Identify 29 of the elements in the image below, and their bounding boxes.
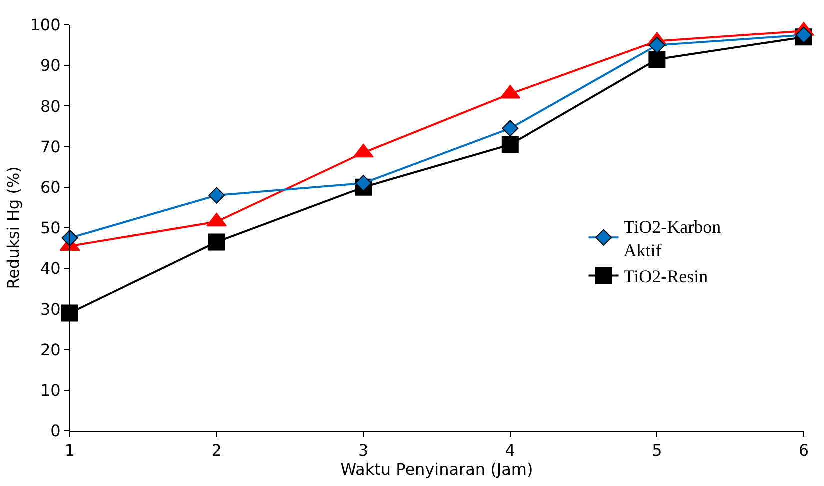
point xyxy=(502,120,519,137)
legend-label: TiO2-Resin xyxy=(624,266,708,287)
y-tick-label: 10 xyxy=(40,381,61,400)
y-tick-label: 50 xyxy=(40,218,61,238)
y-tick-label: 20 xyxy=(40,340,61,360)
y-axis-title: Reduksi Hg (%) xyxy=(4,166,24,290)
point xyxy=(648,37,666,54)
y-tick-label: 30 xyxy=(40,300,61,319)
x-tick-label: 6 xyxy=(798,441,810,460)
point xyxy=(502,136,519,154)
x-tick-label: 1 xyxy=(64,441,76,460)
y-tick-label: 80 xyxy=(40,96,61,116)
x-tick-label: 5 xyxy=(652,441,662,460)
point xyxy=(208,187,226,204)
point xyxy=(62,304,78,322)
legend-label: TiO2-Karbon Aktif xyxy=(624,216,722,260)
y-tick-label: 60 xyxy=(40,178,61,197)
point xyxy=(648,51,666,68)
x-tick-label: 4 xyxy=(505,441,516,460)
y-tick-label: 70 xyxy=(40,137,61,156)
y-tick-label: 100 xyxy=(30,16,61,35)
y-tick-label: 40 xyxy=(40,259,61,278)
y-tick-label: 0 xyxy=(50,422,61,441)
point xyxy=(208,234,226,251)
x-tick-label: 2 xyxy=(212,441,222,460)
y-tick-label: 90 xyxy=(40,56,61,76)
point xyxy=(355,175,372,192)
x-axis-title: Waktu Penyinaran (Jam) xyxy=(340,460,534,480)
x-tick-label: 3 xyxy=(358,441,369,460)
